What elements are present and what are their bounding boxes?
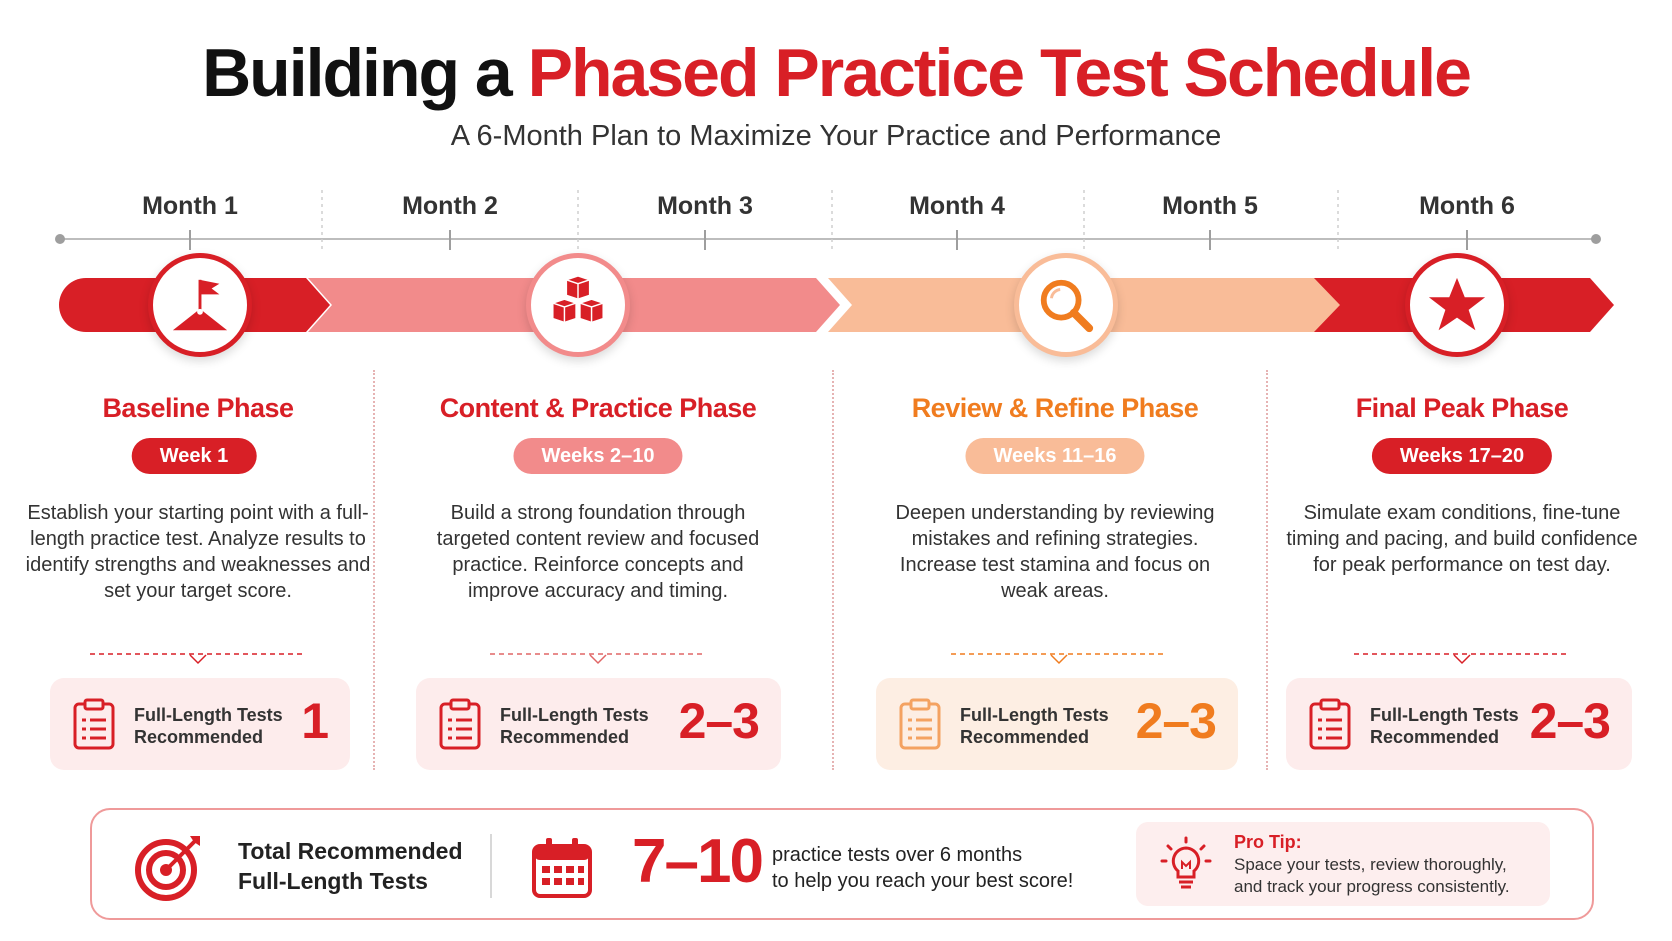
flag-on-hill-icon <box>172 279 228 331</box>
phase-4-divider <box>1354 653 1570 665</box>
month-label-5: Month 5 <box>1162 192 1258 220</box>
phase-4-weeks-badge: Weeks 17–20 <box>1371 438 1553 474</box>
phase-1-weeks-badge: Week 1 <box>131 438 257 474</box>
lightbulb-icon <box>1160 836 1212 889</box>
phase-4-title: Final Peak Phase <box>1355 393 1569 423</box>
page-subtitle: A 6-Month Plan to Maximize Your Practice… <box>450 120 1222 152</box>
pro-tip-box: Pro Tip: Space your tests, review thorou… <box>1136 822 1550 906</box>
timeline-axis <box>55 190 1601 250</box>
tests-card-label: Full-Length Tests Recommended <box>500 705 649 747</box>
clipboard-icon <box>439 698 481 750</box>
phase-3-description: Deepen understanding by reviewing mistak… <box>895 502 1215 602</box>
total-tests-note: practice tests over 6 months to help you… <box>772 844 1074 892</box>
month-label-6: Month 6 <box>1419 192 1515 220</box>
tests-card-count: 1 <box>301 693 329 749</box>
pro-tip-text: Space your tests, review thoroughly, and… <box>1234 855 1510 896</box>
pro-tip-title: Pro Tip: <box>1234 832 1302 852</box>
month-label-2: Month 2 <box>402 192 498 220</box>
tests-card-label: Full-Length Tests Recommended <box>134 705 283 747</box>
phase-2-weeks-badge: Weeks 2–10 <box>513 438 683 474</box>
phase-3-tests-card: Full-Length Tests Recommended 2–3 <box>876 678 1238 770</box>
month-label-4: Month 4 <box>909 192 1005 220</box>
month-label-3: Month 3 <box>657 192 753 220</box>
clipboard-icon <box>1309 698 1351 750</box>
tests-card-count: 2–3 <box>1529 693 1611 749</box>
phase-4-description: Simulate exam conditions, fine-tune timi… <box>1286 502 1638 576</box>
column-divider <box>373 370 375 770</box>
phase-1-divider <box>90 653 306 665</box>
target-arrow-icon <box>135 836 200 901</box>
phase-2-tests-card: Full-Length Tests Recommended 2–3 <box>416 678 781 770</box>
phase-2-title: Content & Practice Phase <box>439 393 757 423</box>
tests-card-label: Full-Length Tests Recommended <box>960 705 1109 747</box>
tests-card-count: 2–3 <box>1135 693 1217 749</box>
title-lead: Building a <box>202 35 513 111</box>
column-divider <box>1266 370 1268 770</box>
page-title: Building a Phased Practice Test Schedule <box>0 28 1672 118</box>
phase-3-title: Review & Refine Phase <box>911 393 1199 423</box>
summary-panel: Total Recommended Full-Length Tests 7–10… <box>90 808 1594 920</box>
magnifier-icon <box>1040 279 1094 333</box>
phase-4-icon-badge <box>1405 253 1509 357</box>
star-icon <box>1428 277 1486 331</box>
calendar-icon <box>532 838 592 898</box>
phase-1-icon-badge <box>148 253 252 357</box>
stacked-cubes-icon <box>552 275 604 324</box>
phase-1-description: Establish your starting point with a ful… <box>25 502 371 602</box>
tests-card-label: Full-Length Tests Recommended <box>1370 705 1519 747</box>
clipboard-icon <box>73 698 115 750</box>
tests-card-count: 2–3 <box>678 693 760 749</box>
month-label-1: Month 1 <box>142 192 238 220</box>
total-tests-count: 7–10 <box>632 827 764 896</box>
clipboard-icon <box>899 698 941 750</box>
total-tests-label: Total Recommended Full-Length Tests <box>238 838 463 894</box>
phase-1-tests-card: Full-Length Tests Recommended 1 <box>50 678 350 770</box>
column-divider <box>832 370 834 770</box>
phase-2-description: Build a strong foundation through target… <box>436 502 760 602</box>
phase-3-divider <box>951 653 1167 665</box>
summary-divider <box>490 834 492 898</box>
title-highlight: Phased Practice Test Schedule <box>527 35 1472 111</box>
phase-1-title: Baseline Phase <box>102 393 294 423</box>
phase-4-tests-card: Full-Length Tests Recommended 2–3 <box>1286 678 1632 770</box>
phase-3-icon-badge <box>1014 253 1118 357</box>
phase-2-icon-badge <box>526 253 630 357</box>
phase-3-weeks-badge: Weeks 11–16 <box>965 438 1145 474</box>
phase-2-divider <box>490 653 706 665</box>
